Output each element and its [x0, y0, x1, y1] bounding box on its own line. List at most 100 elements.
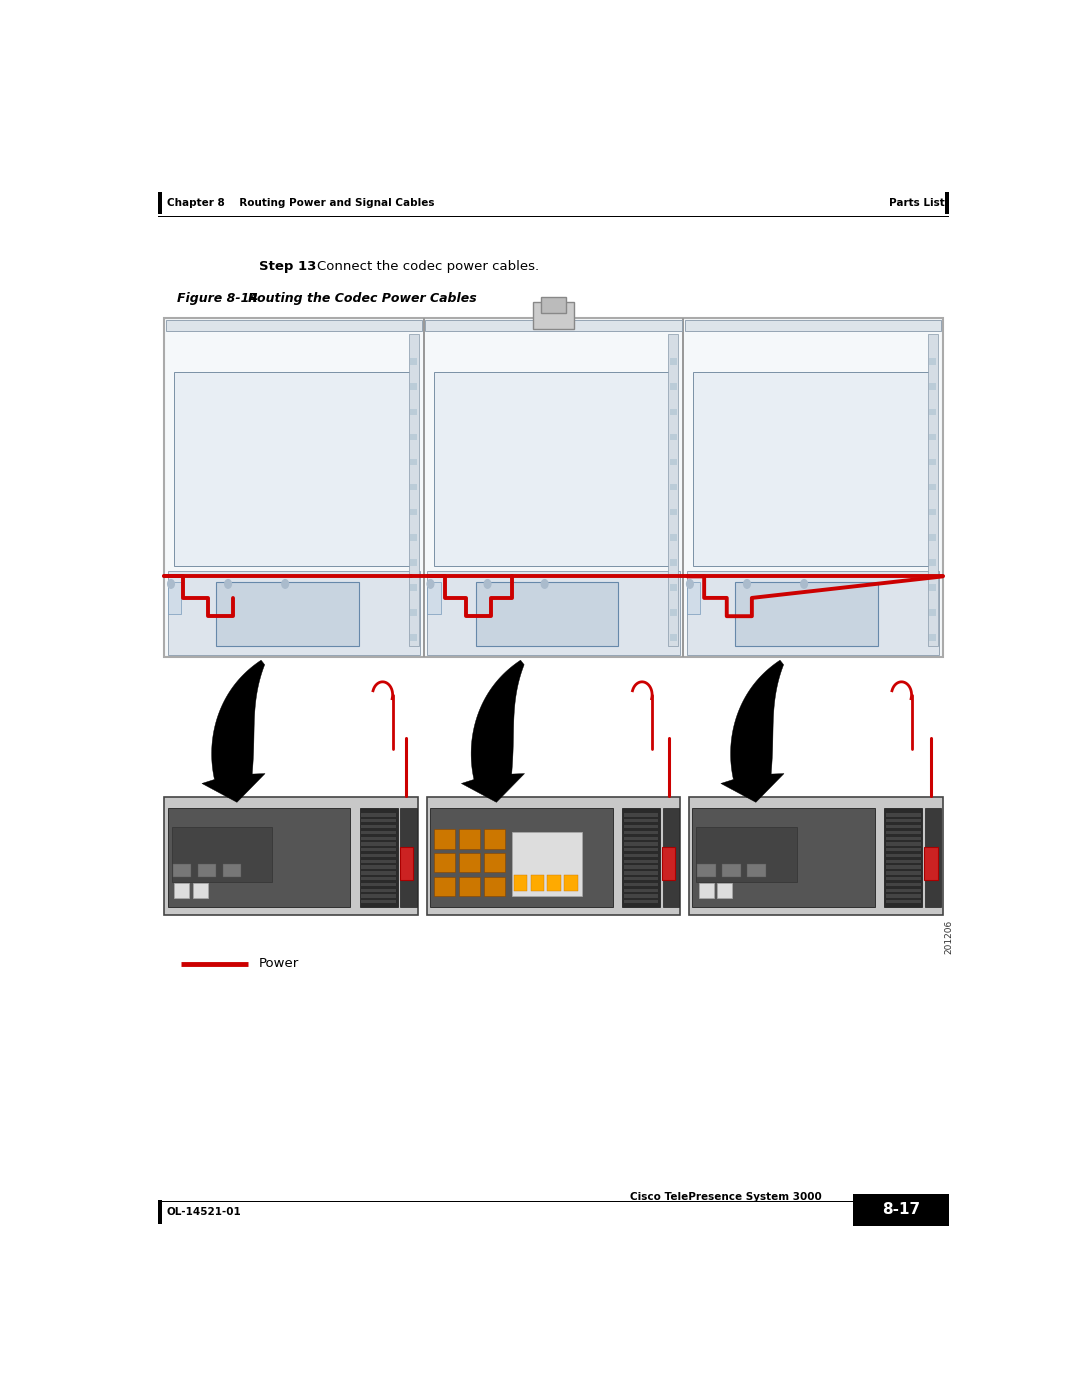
- Bar: [929, 609, 936, 616]
- Circle shape: [484, 580, 491, 588]
- Bar: [717, 883, 732, 898]
- Bar: [624, 894, 659, 898]
- Bar: [484, 852, 505, 872]
- Circle shape: [167, 580, 174, 588]
- Bar: [410, 458, 417, 465]
- Polygon shape: [202, 661, 265, 802]
- Bar: [886, 848, 921, 851]
- Bar: [166, 320, 422, 331]
- Text: 8-17: 8-17: [881, 1203, 920, 1217]
- Bar: [426, 320, 681, 331]
- Bar: [624, 826, 659, 828]
- Text: 201206: 201206: [944, 919, 953, 954]
- Bar: [853, 1194, 948, 1227]
- Bar: [362, 842, 396, 845]
- Bar: [929, 584, 936, 591]
- Text: Chapter 8    Routing Power and Signal Cables: Chapter 8 Routing Power and Signal Cable…: [166, 198, 434, 208]
- Bar: [886, 826, 921, 828]
- Bar: [484, 876, 505, 895]
- Bar: [459, 830, 481, 848]
- Bar: [423, 319, 424, 657]
- Bar: [670, 359, 676, 365]
- Bar: [670, 634, 676, 641]
- Bar: [924, 807, 942, 907]
- Bar: [669, 334, 678, 647]
- Bar: [216, 581, 359, 647]
- Bar: [886, 813, 921, 817]
- Bar: [699, 883, 714, 898]
- Bar: [410, 559, 417, 566]
- Bar: [167, 807, 350, 907]
- Bar: [362, 859, 396, 863]
- Polygon shape: [461, 661, 525, 802]
- Bar: [670, 433, 676, 440]
- Bar: [929, 534, 936, 541]
- Bar: [624, 883, 659, 886]
- Bar: [362, 883, 396, 886]
- Bar: [929, 458, 936, 465]
- Bar: [687, 581, 700, 615]
- Bar: [173, 863, 191, 876]
- Bar: [410, 483, 417, 490]
- Bar: [512, 831, 582, 895]
- Bar: [459, 876, 481, 895]
- Bar: [693, 372, 933, 566]
- Text: Step 13: Step 13: [259, 260, 316, 272]
- Bar: [362, 894, 396, 898]
- Bar: [362, 813, 396, 817]
- Bar: [192, 883, 207, 898]
- Bar: [410, 534, 417, 541]
- Bar: [541, 296, 566, 313]
- Bar: [362, 900, 396, 904]
- Bar: [624, 842, 659, 845]
- Bar: [475, 581, 619, 647]
- Bar: [689, 796, 943, 915]
- Bar: [670, 483, 676, 490]
- Bar: [514, 876, 527, 890]
- Bar: [362, 837, 396, 840]
- Bar: [222, 863, 241, 876]
- Bar: [670, 609, 676, 616]
- Bar: [410, 408, 417, 415]
- Bar: [484, 830, 505, 848]
- Bar: [886, 877, 921, 880]
- Bar: [434, 372, 673, 566]
- Circle shape: [282, 580, 288, 588]
- Bar: [929, 483, 936, 490]
- Bar: [410, 433, 417, 440]
- Bar: [624, 831, 659, 834]
- Bar: [622, 807, 660, 907]
- Bar: [198, 863, 216, 876]
- Bar: [670, 458, 676, 465]
- Text: Parts List: Parts List: [890, 198, 945, 208]
- Bar: [624, 877, 659, 880]
- Bar: [362, 866, 396, 869]
- Bar: [362, 831, 396, 834]
- Bar: [362, 877, 396, 880]
- Text: Routing the Codec Power Cables: Routing the Codec Power Cables: [248, 292, 476, 306]
- Bar: [174, 372, 414, 566]
- Bar: [362, 819, 396, 823]
- Bar: [624, 848, 659, 851]
- Bar: [174, 883, 189, 898]
- Bar: [929, 384, 936, 390]
- Circle shape: [225, 580, 231, 588]
- Bar: [886, 819, 921, 823]
- Bar: [624, 888, 659, 891]
- Bar: [427, 796, 680, 915]
- Bar: [735, 581, 878, 647]
- Bar: [434, 876, 455, 895]
- Bar: [886, 854, 921, 858]
- Bar: [362, 872, 396, 875]
- Bar: [886, 883, 921, 886]
- Bar: [687, 571, 940, 655]
- Text: Connect the codec power cables.: Connect the codec power cables.: [316, 260, 539, 272]
- Bar: [886, 837, 921, 840]
- Bar: [886, 894, 921, 898]
- Text: Figure 8-14: Figure 8-14: [177, 292, 258, 306]
- Bar: [928, 334, 937, 647]
- Bar: [624, 859, 659, 863]
- Bar: [624, 872, 659, 875]
- Bar: [662, 848, 675, 880]
- Bar: [683, 319, 684, 657]
